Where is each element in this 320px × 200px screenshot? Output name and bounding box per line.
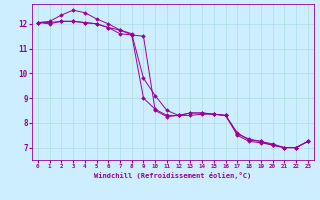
X-axis label: Windchill (Refroidissement éolien,°C): Windchill (Refroidissement éolien,°C) [94, 172, 252, 179]
